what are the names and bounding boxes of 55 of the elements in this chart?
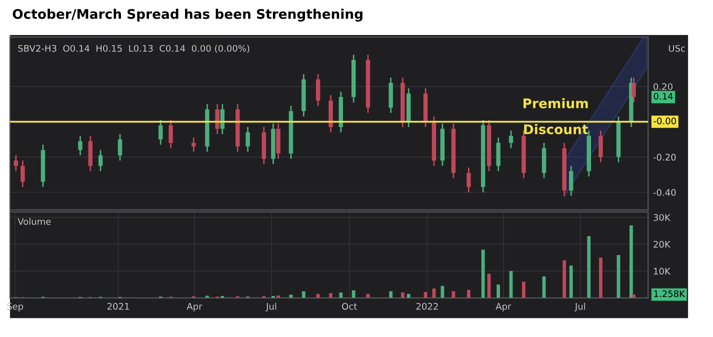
candlestick [215,103,220,135]
candlestick [14,154,18,172]
y-tick-label: 0.20 [654,83,672,90]
candlestick [568,165,574,197]
bar [389,291,393,298]
y-tick-label: 20K [654,240,671,248]
bar [329,293,332,298]
candlestick [632,76,636,104]
bar [496,284,500,298]
candlestick [598,130,603,164]
x-tick-label: Apr [496,303,512,312]
bar [632,294,636,298]
y-tick-label: 30K [654,214,671,221]
bar [522,282,526,298]
text: USc [668,44,685,52]
candlestick [158,119,163,146]
candlestick [168,119,173,149]
candlestick [316,73,320,107]
bar [630,225,633,298]
bar [302,291,306,298]
bar [599,258,602,298]
candlestick [98,149,103,172]
x-tick-label: Oct [342,302,357,310]
candlestick [466,166,471,194]
x-tick-label: Jul [574,302,586,312]
bar [569,266,573,298]
x-tick-label: 2022 [416,302,438,310]
bar [467,290,470,298]
x-tick-label: Jul [266,302,276,312]
annotation: Discount [524,124,588,134]
ref-line-label: -0.00 [654,118,676,124]
x-tick-label: Apr [186,303,202,312]
candlestick [20,160,25,188]
bar [400,292,404,298]
y-tick-label: -0.40 [653,189,676,196]
y-tick-label: 10K [654,268,671,275]
candlestick [508,130,514,149]
candlestick [118,133,122,162]
chart-title: October/March Spread has been Strengthening [12,8,362,22]
bar [587,236,591,298]
y-tick-label: -0.20 [653,154,676,161]
bar [352,290,356,298]
candlestick [246,126,250,152]
bar [339,292,343,298]
annotation: Premium [524,98,588,108]
annotation: SBV2-H3 O0.14 H0.15 L0.13 C0.14 0.00 (0.00%) [18,44,250,53]
candlestick [192,136,196,152]
x-tick-label: 2021 [107,302,129,310]
annotation: 1.258K [654,290,686,298]
candlestick [496,136,500,172]
bar [481,250,485,298]
annotation: Volume [18,218,51,225]
bar [562,260,566,298]
annotation: 0.14 [654,92,673,100]
candlestick [78,135,82,156]
